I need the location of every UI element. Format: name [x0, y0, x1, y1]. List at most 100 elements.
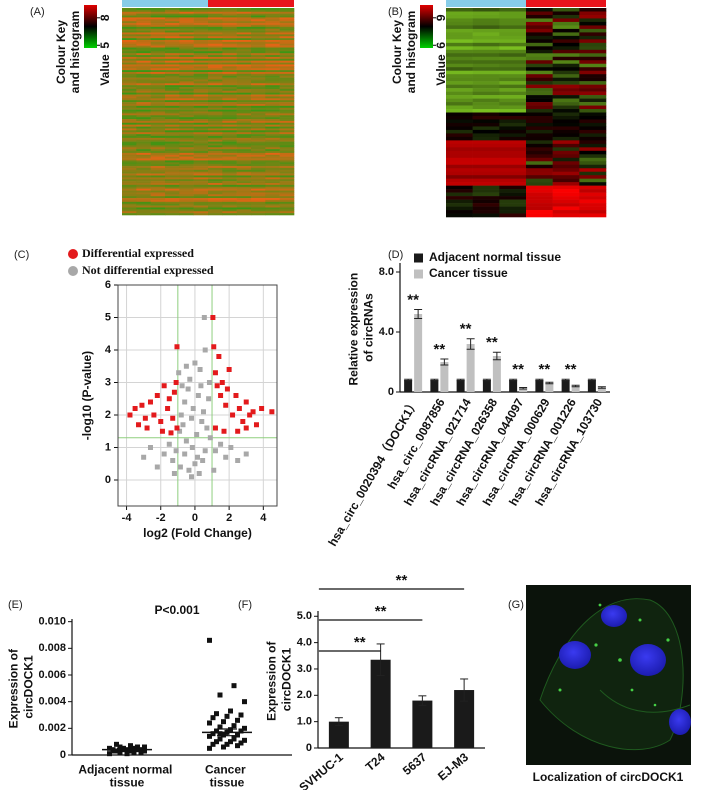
annotation: ** [512, 361, 524, 378]
heatmap-cell [265, 43, 280, 46]
heatmap-cell [165, 45, 180, 48]
heatmap-cell [136, 164, 151, 167]
heatmap-cell [222, 9, 237, 13]
heatmap-cell [136, 160, 151, 163]
heatmap-cell [251, 162, 266, 165]
heatmap-cell [265, 134, 280, 137]
heatmap-cell [579, 182, 607, 186]
heatmap-cell [552, 157, 580, 162]
heatmap-cell [150, 43, 166, 46]
heatmap-cell [208, 171, 223, 174]
heatmap-cell [165, 122, 180, 125]
heatmap-cell [446, 210, 473, 214]
heatmap-cell [552, 91, 580, 96]
heatmap-cell [150, 56, 166, 60]
heatmap-cell [122, 100, 137, 103]
heatmap-cell [222, 183, 237, 186]
point [141, 454, 147, 460]
heatmap-cell [193, 183, 209, 186]
heatmap-cell [236, 188, 252, 191]
heatmap-cell [136, 137, 151, 141]
heatmap-cell [122, 162, 137, 165]
heatmap-cell [265, 38, 280, 41]
heatmap-cell [165, 8, 180, 11]
heatmap-cell [446, 164, 473, 169]
heatmap-cell [208, 120, 223, 124]
heatmap-cell [150, 96, 166, 99]
heatmap-cell [222, 36, 237, 39]
heatmap-cell [193, 194, 209, 197]
heatmap-cell [193, 34, 209, 37]
heatmap-cell [222, 64, 237, 67]
heatmap-cell [150, 66, 166, 69]
heatmap-cell [265, 203, 280, 206]
heatmap-cell [136, 162, 151, 165]
heatmap-cell [165, 103, 180, 107]
heatmap-cell [122, 30, 137, 33]
point [142, 744, 147, 750]
heatmap-cell [165, 34, 180, 37]
heatmap-cell [236, 81, 252, 84]
heatmap-cell [179, 39, 194, 43]
heatmap-cell [193, 171, 209, 174]
heatmap-cell [165, 181, 180, 184]
heatmap-cell [265, 113, 280, 116]
heatmap-cell [579, 32, 607, 37]
heatmap-cell [526, 136, 553, 141]
heatmap-cell [150, 132, 166, 135]
heatmap-cell [179, 137, 194, 141]
heatmap-cell [193, 9, 209, 13]
heatmap-cell [165, 26, 180, 29]
heatmap-cell [499, 11, 527, 16]
heatmap-cell [446, 115, 473, 120]
heatmap-cell [472, 196, 500, 200]
heatmap-cell [552, 122, 580, 127]
key-label: Value [434, 54, 448, 86]
heatmap-cell [179, 134, 194, 137]
heatmap-cell [208, 186, 223, 189]
heatmap-cell [136, 79, 151, 82]
heatmap-cell [208, 111, 223, 114]
heatmap-cell [136, 141, 151, 144]
heatmap-cell [208, 177, 223, 180]
heatmap-cell [193, 107, 209, 110]
heatmap-cell [150, 137, 166, 141]
heatmap-cell [150, 192, 166, 195]
heatmap-cell [251, 23, 266, 26]
heatmap-cell [150, 13, 166, 16]
heatmap-cell [526, 18, 553, 23]
heatmap-cell [179, 107, 194, 110]
heatmap-cell [150, 8, 166, 11]
heatmap-cell [552, 95, 580, 99]
heatmap-cell [236, 117, 252, 120]
heatmap-cell [136, 135, 151, 139]
heatmap-cell [136, 190, 151, 193]
heatmap-cell [279, 71, 295, 75]
heatmap-cell [179, 192, 194, 195]
heatmap-cell [251, 124, 266, 127]
heatmap-cell [579, 28, 607, 33]
heatmap-cell [136, 139, 151, 142]
heatmap-cell [579, 140, 607, 145]
heatmap-cell [526, 157, 553, 162]
heatmap-cell [193, 128, 209, 131]
heatmap-cell [150, 75, 166, 78]
heatmap-cell [179, 49, 194, 52]
heatmap-cell [208, 28, 223, 31]
heatmap-cell [122, 198, 137, 201]
heatmap-cell [150, 38, 166, 41]
heatmap-cell [446, 192, 473, 197]
heatmap-cell [150, 79, 166, 82]
heatmap-cell [179, 141, 194, 144]
heatmap-cell [136, 51, 151, 54]
heatmap-cell [165, 158, 180, 161]
heatmap-cell [279, 152, 295, 156]
heatmap-cell [136, 53, 151, 56]
heatmap-cell [472, 189, 500, 193]
heatmap-cell [165, 113, 180, 116]
heatmap-cell [236, 158, 252, 161]
heatmap-cell [472, 168, 500, 173]
heatmap-cell [208, 147, 223, 150]
heatmap-cell [251, 135, 266, 139]
heatmap-cell [150, 128, 166, 131]
